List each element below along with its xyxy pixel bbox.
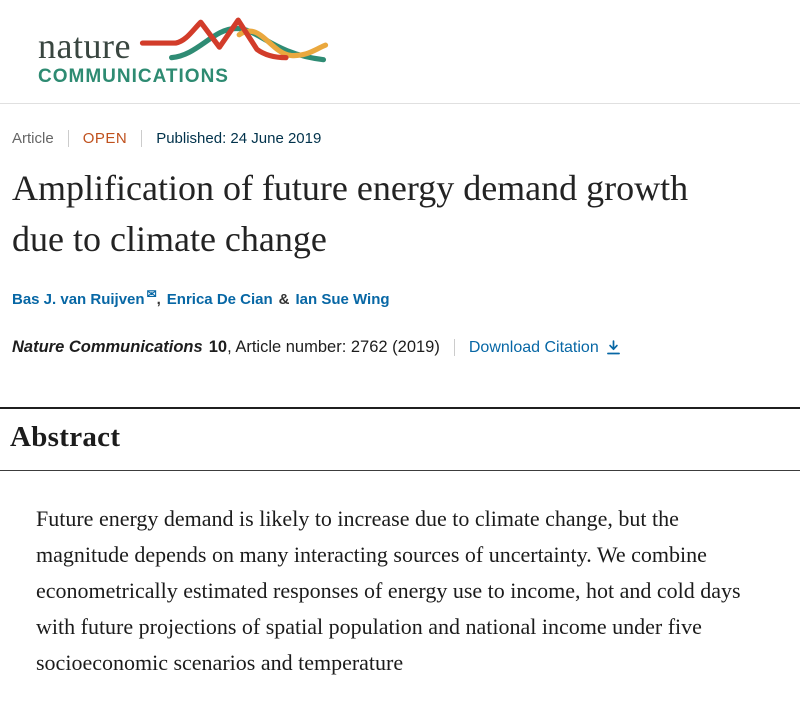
article-type-label: Article [12,130,54,147]
article-number-text: , Article number: 2762 (2019) [227,338,440,356]
abstract-heading: Abstract [10,421,121,453]
author-link-de-cian[interactable]: Enrica De Cian [166,291,273,308]
journal-logo[interactable]: nature COMMUNICATIONS [38,16,329,88]
author-link-sue-wing[interactable]: Ian Sue Wing [295,291,390,308]
brand-nature-text: nature [38,25,131,66]
vertical-separator [453,339,455,356]
article-title: Amplification of future energy demand gr… [12,168,689,259]
open-access-badge: OPEN [82,130,128,147]
journal-logo-row: nature [38,16,329,66]
abstract-section: Abstract Future energy demand is likely … [0,407,800,681]
volume-number: 10 [208,338,228,356]
site-header: nature COMMUNICATIONS [0,0,800,104]
author-separator-ampersand: & [278,291,290,308]
citation-line: Nature Communications 10, Article number… [0,338,800,357]
download-citation-link[interactable]: Download Citation [469,339,621,357]
email-icon[interactable]: ✉ [146,287,157,301]
download-icon [606,340,620,355]
author-link-van-ruijven[interactable]: Bas J. van Ruijven [12,291,145,308]
download-citation-label: Download Citation [468,338,599,356]
brand-communications-text: COMMUNICATIONS [38,66,229,87]
brand-waves-icon [139,17,329,63]
abstract-heading-band: Abstract [0,407,800,471]
published-date-label: Published: 24 June 2019 [156,130,322,147]
article-meta-row: Article OPEN Published: 24 June 2019 [0,130,800,147]
vertical-separator [67,130,69,147]
abstract-text: Future energy demand is likely to increa… [36,506,741,675]
vertical-separator [141,130,143,147]
author-separator-comma: , [156,291,161,308]
journal-name: Nature Communications [12,338,203,356]
authors-line: Bas J. van Ruijven ✉, Enrica De Cian & Ian S… [0,287,800,308]
